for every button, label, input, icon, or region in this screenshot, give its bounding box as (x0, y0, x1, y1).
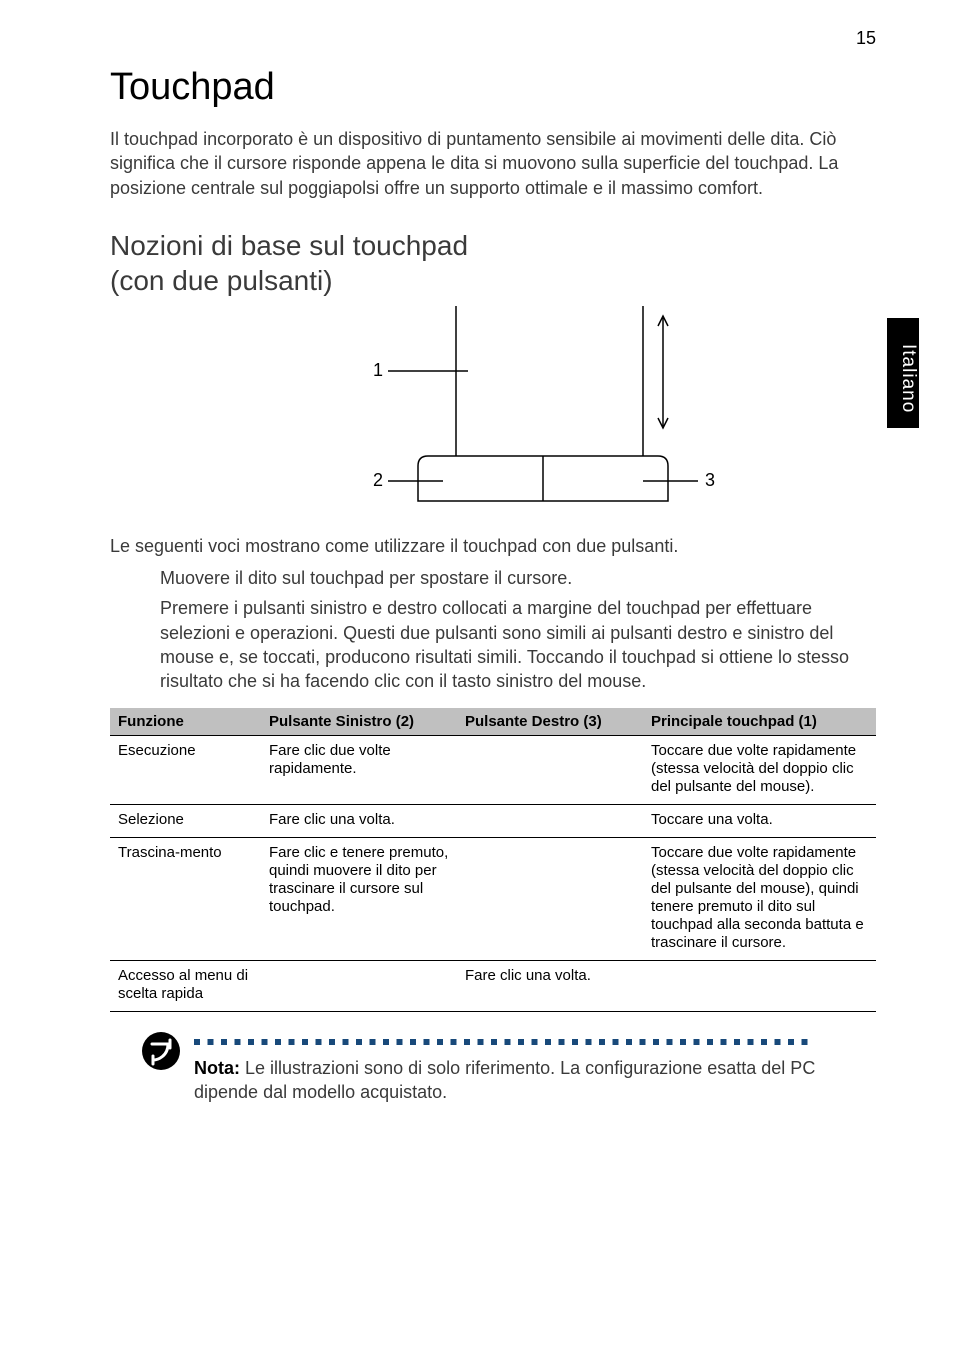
intro-paragraph: Il touchpad incorporato è un dispositivo… (110, 127, 876, 200)
cell (261, 960, 457, 1011)
below-diagram-text: Le seguenti voci mostrano come utilizzar… (110, 534, 876, 558)
subtitle-line-1: Nozioni di base sul touchpad (110, 230, 468, 261)
page-title: Touchpad (110, 66, 876, 109)
cell: Fare clic una volta. (457, 960, 643, 1011)
functions-table: Funzione Pulsante Sinistro (2) Pulsante … (110, 708, 876, 1012)
note-dotted-divider (194, 1034, 876, 1044)
diagram-label-1: 1 (373, 360, 383, 380)
table-header-touchpad: Principale touchpad (1) (643, 708, 876, 736)
cell: Toccare una volta. (643, 804, 876, 837)
touchpad-diagram: 1 2 3 (110, 306, 876, 516)
cell: Toccare due volte rapidamente (stessa ve… (643, 735, 876, 804)
cell: Fare clic e tenere premuto, quindi muove… (261, 837, 457, 960)
section-subtitle: Nozioni di base sul touchpad (con due pu… (110, 228, 876, 298)
bullet-1: Muovere il dito sul touchpad per spostar… (160, 566, 876, 590)
cell: Selezione (110, 804, 261, 837)
cell: Fare clic due volte rapidamente. (261, 735, 457, 804)
cell (457, 837, 643, 960)
cell: Accesso al menu di scelta rapida (110, 960, 261, 1011)
note-text: Nota: Le illustrazioni sono di solo rife… (194, 1056, 876, 1105)
cell: Fare clic una volta. (261, 804, 457, 837)
table-row: Selezione Fare clic una volta. Toccare u… (110, 804, 876, 837)
diagram-label-2: 2 (373, 470, 383, 490)
table-header-sinistro: Pulsante Sinistro (2) (261, 708, 457, 736)
subtitle-line-2: (con due pulsanti) (110, 265, 333, 296)
touchpad-diagram-svg: 1 2 3 (243, 306, 743, 516)
note-body: Le illustrazioni sono di solo riferiment… (194, 1058, 815, 1102)
cell (643, 960, 876, 1011)
note-section: Nota: Le illustrazioni sono di solo rife… (140, 1030, 876, 1105)
cell: Esecuzione (110, 735, 261, 804)
bullet-block: Muovere il dito sul touchpad per spostar… (160, 566, 876, 693)
diagram-label-3: 3 (705, 470, 715, 490)
bullet-2: Premere i pulsanti sinistro e destro col… (160, 596, 876, 693)
page-number: 15 (856, 28, 876, 49)
note-label: Nota: (194, 1058, 240, 1078)
table-header-destro: Pulsante Destro (3) (457, 708, 643, 736)
note-icon (140, 1030, 182, 1077)
table-row: Accesso al menu di scelta rapida Fare cl… (110, 960, 876, 1011)
language-side-tab: Italiano (887, 318, 919, 428)
table-row: Esecuzione Fare clic due volte rapidamen… (110, 735, 876, 804)
table-header-funzione: Funzione (110, 708, 261, 736)
cell (457, 804, 643, 837)
cell: Trascina-mento (110, 837, 261, 960)
cell: Toccare due volte rapidamente (stessa ve… (643, 837, 876, 960)
table-row: Trascina-mento Fare clic e tenere premut… (110, 837, 876, 960)
cell (457, 735, 643, 804)
